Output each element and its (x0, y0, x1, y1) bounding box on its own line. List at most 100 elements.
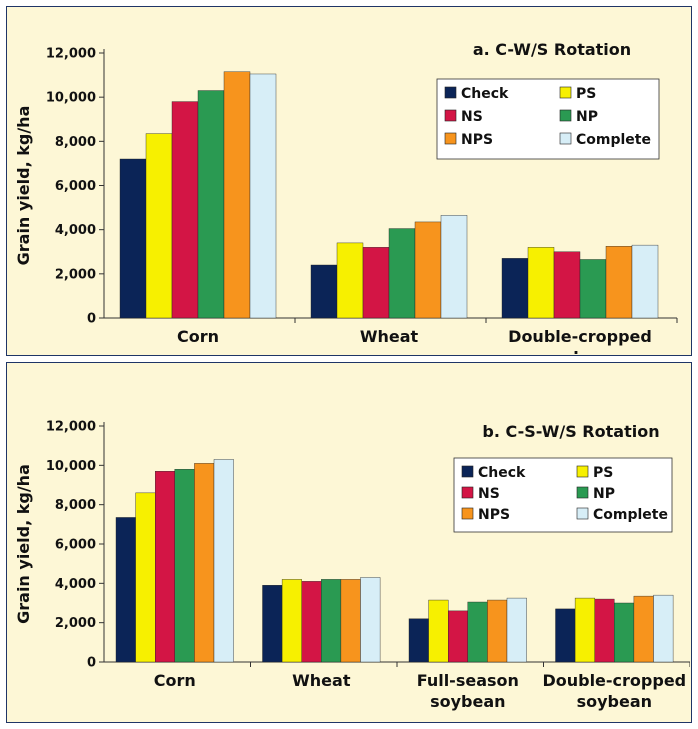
bar-np-2 (467, 601, 488, 663)
bar-ps-3 (574, 597, 595, 663)
bar-nps-0 (194, 463, 215, 663)
bar-check-0 (119, 158, 147, 319)
y-tick-label: 6,000 (55, 538, 96, 553)
legend-label-ns: NS (478, 486, 500, 502)
legend-label-nps: NPS (461, 132, 493, 148)
y-tick-label: 0 (87, 656, 96, 671)
bar-ps-0 (135, 492, 156, 663)
bar-check-3 (555, 608, 576, 663)
category-label: soybean (430, 692, 505, 711)
bar-nps-2 (487, 599, 508, 663)
bar-nps-3 (633, 595, 654, 663)
y-axis-label: Grain yield, kg/ha (14, 464, 33, 624)
legend-box (453, 457, 673, 533)
legend-swatch-np (576, 486, 589, 499)
y-tick-label: 2,000 (55, 616, 96, 631)
chart-title: a. C-W/S Rotation (473, 40, 631, 59)
bar-ps-0 (145, 133, 173, 319)
bar-complete-3 (653, 594, 674, 663)
y-tick-label: 4,000 (55, 223, 96, 238)
legend-swatch-check (444, 86, 457, 99)
bar-check-1 (310, 264, 338, 319)
bar-ns-2 (448, 610, 469, 663)
bar-ns-0 (154, 471, 175, 663)
y-tick-label: 10,000 (46, 459, 96, 474)
y-tick-label: 4,000 (55, 577, 96, 592)
category-label: Wheat (360, 327, 419, 346)
bar-ps-1 (281, 579, 302, 663)
bar-complete-2 (506, 597, 527, 663)
bar-np-0 (174, 469, 195, 663)
bar-nps-2 (605, 246, 633, 319)
y-tick-label: 12,000 (46, 47, 96, 62)
bar-ps-2 (428, 599, 449, 663)
bar-ns-0 (171, 101, 199, 319)
bar-nps-0 (223, 71, 251, 319)
chart-panel-b: 0 2,000 4,000 6,000 8,000 10,000 12,000 Grain y… (6, 362, 692, 723)
bar-nps-1 (340, 579, 361, 663)
y-tick-label: 10,000 (46, 91, 96, 106)
bar-ns-1 (301, 581, 322, 663)
bar-ns-3 (594, 598, 615, 663)
legend-label-complete: Complete (576, 132, 651, 148)
legend-swatch-complete (559, 132, 572, 145)
category-label: Double-cropped (542, 671, 686, 690)
chart-title: b. C-S-W/S Rotation (482, 422, 659, 441)
chart-b: 0 2,000 4,000 6,000 8,000 10,000 12,000 Grain y… (14, 420, 690, 711)
legend-label-check: Check (478, 465, 526, 481)
bar-complete-0 (213, 459, 234, 663)
y-tick-label: 2,000 (55, 267, 96, 282)
legend-swatch-complete (576, 507, 589, 520)
bar-complete-0 (249, 73, 277, 319)
chart-panel-a: 0 2,000 4,000 6,000 8,000 10,000 12,000 Grain y… (6, 6, 692, 356)
legend-label-complete: Complete (593, 507, 668, 523)
bar-np-1 (388, 228, 416, 319)
legend-box (436, 78, 660, 160)
legend-swatch-ns (461, 486, 474, 499)
category-label: Wheat (292, 671, 351, 690)
y-tick-label: 6,000 (55, 179, 96, 194)
bar-ps-1 (336, 242, 364, 319)
legend-swatch-ns (444, 109, 457, 122)
bar-ps-2 (527, 247, 555, 319)
bar-complete-2 (631, 244, 659, 319)
y-tick-label: 12,000 (46, 420, 96, 435)
bar-check-2 (408, 618, 429, 663)
category-label: Corn (177, 327, 219, 346)
legend-swatch-check (461, 465, 474, 478)
bar-check-0 (115, 517, 136, 663)
category-label: Double-cropped (508, 327, 652, 346)
legend-swatch-ps (559, 86, 572, 99)
bar-np-2 (579, 259, 607, 319)
legend-label-ps: PS (576, 86, 596, 102)
bar-np-0 (197, 90, 225, 319)
bar-ns-1 (362, 247, 390, 319)
legend-label-np: NP (576, 109, 598, 125)
legend-swatch-nps (444, 132, 457, 145)
category-label: Full-season (417, 671, 519, 690)
y-tick-label: 8,000 (55, 135, 96, 150)
legend-swatch-nps (461, 507, 474, 520)
category-label: Corn (154, 671, 196, 690)
y-axis-label: Grain yield, kg/ha (14, 106, 33, 266)
bar-np-3 (614, 602, 635, 663)
bar-complete-1 (440, 215, 468, 319)
legend-swatch-ps (576, 465, 589, 478)
bar-ns-2 (553, 251, 581, 319)
bar-nps-1 (414, 221, 442, 319)
legend-label-nps: NPS (478, 507, 510, 523)
legend-label-ps: PS (593, 465, 613, 481)
legend-label-np: NP (593, 486, 615, 502)
y-tick-label: 8,000 (55, 498, 96, 513)
y-tick-label: 0 (87, 312, 96, 327)
category-label: soybean (542, 348, 617, 354)
legend-label-ns: NS (461, 109, 483, 125)
legend-label-check: Check (461, 86, 509, 102)
chart-a: 0 2,000 4,000 6,000 8,000 10,000 12,000 Grain y… (14, 40, 678, 354)
category-label: soybean (577, 692, 652, 711)
bar-check-2 (501, 258, 529, 319)
bar-np-1 (321, 579, 342, 663)
bar-check-1 (262, 585, 283, 663)
bar-complete-1 (360, 577, 381, 663)
legend-swatch-np (559, 109, 572, 122)
